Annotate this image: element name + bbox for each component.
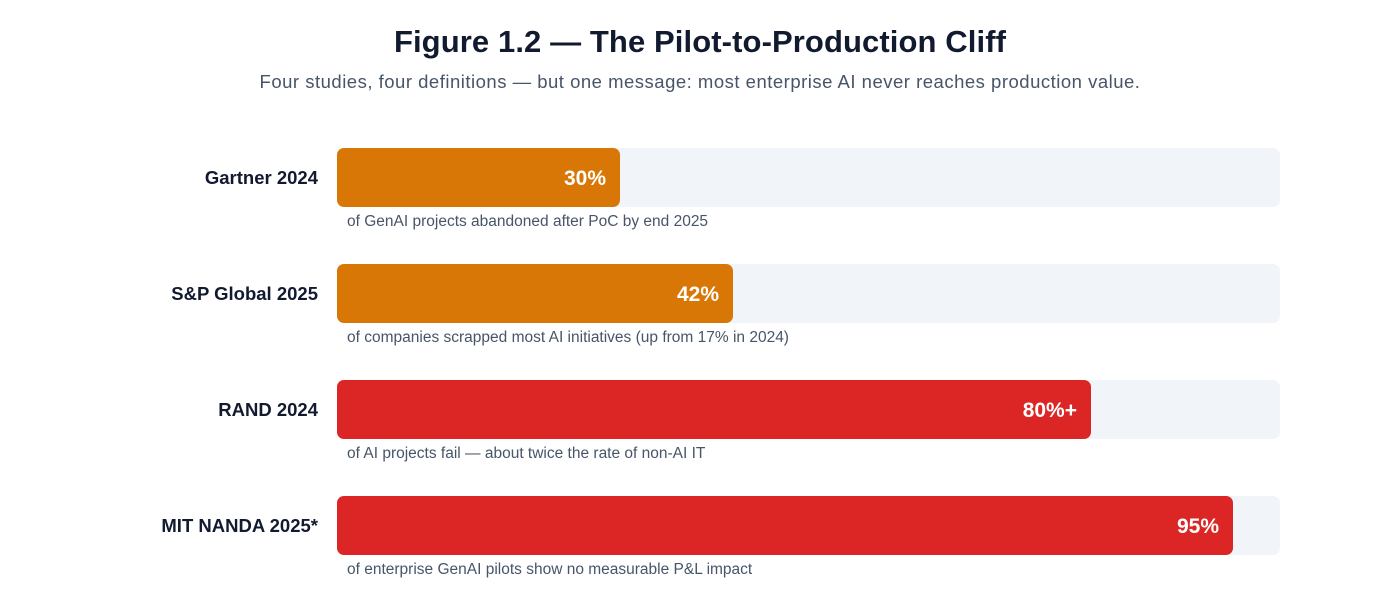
bar-chart: Gartner 2024 30% of GenAI projects abandon… (0, 148, 1400, 612)
bar-track: 30% (337, 148, 1280, 207)
bar-row: RAND 2024 80%+ of AI projects fail — about… (0, 380, 1400, 496)
bar-value-label: 42% (676, 283, 719, 306)
chart-subtitle: Four studies, four definitions — but one… (259, 71, 1141, 92)
bar: 42% (337, 264, 733, 323)
bar-track: 80%+ (337, 380, 1280, 439)
category-label: RAND 2024 (218, 399, 318, 420)
category-label: S&P Global 2025 (171, 283, 318, 304)
bar: 80%+ (337, 380, 1091, 439)
bar: 95% (337, 496, 1233, 555)
bar-caption: of AI projects fail — about twice the ra… (347, 445, 706, 462)
category-label: MIT NANDA 2025* (161, 515, 318, 536)
bar: 30% (337, 148, 620, 207)
bar-caption: of companies scrapped most AI initiative… (347, 329, 789, 346)
bar-value-label: 30% (563, 167, 606, 190)
category-label: Gartner 2024 (204, 167, 318, 188)
bar-row: MIT NANDA 2025* 95% of enterprise GenAI pi… (0, 496, 1400, 612)
bar-row: Gartner 2024 30% of GenAI projects abandon… (0, 148, 1400, 264)
bar-track: 95% (337, 496, 1280, 555)
bar-row: S&P Global 2025 42% of companies scrapped … (0, 264, 1400, 380)
bar-caption: of GenAI projects abandoned after PoC by… (347, 213, 709, 230)
bar-value-label: 80%+ (1022, 399, 1077, 422)
bar-caption: of enterprise GenAI pilots show no measu… (347, 561, 753, 578)
bar-track: 42% (337, 264, 1280, 323)
chart-title: Figure 1.2 — The Pilot-to-Production Cli… (393, 24, 1007, 59)
bar-value-label: 95% (1176, 515, 1219, 538)
